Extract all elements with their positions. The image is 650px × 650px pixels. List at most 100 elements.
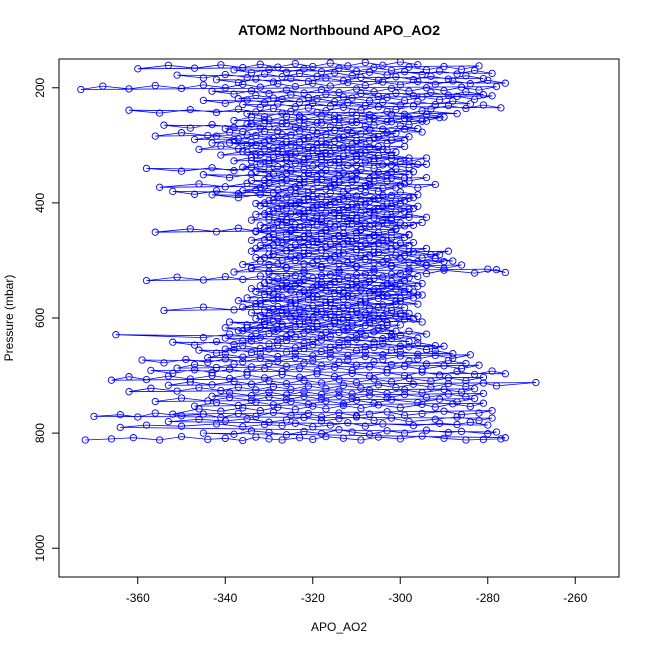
data-point bbox=[274, 100, 282, 108]
data-point bbox=[182, 355, 190, 364]
data-point bbox=[492, 266, 501, 274]
data-point bbox=[444, 428, 453, 437]
data-point bbox=[160, 121, 168, 129]
data-point bbox=[252, 253, 260, 262]
data-point bbox=[365, 316, 374, 324]
data-point bbox=[243, 131, 251, 139]
data-point bbox=[291, 354, 299, 362]
data-point bbox=[405, 327, 413, 335]
data-point bbox=[484, 421, 492, 429]
data-point bbox=[173, 364, 181, 372]
data-point bbox=[208, 381, 216, 389]
data-point bbox=[313, 322, 321, 331]
data-point bbox=[326, 256, 334, 264]
data-point bbox=[304, 93, 313, 102]
data-point bbox=[282, 391, 291, 399]
data-point bbox=[304, 104, 313, 112]
data-point bbox=[265, 196, 273, 205]
data-point bbox=[252, 412, 260, 421]
data-point bbox=[374, 92, 383, 101]
data-point bbox=[282, 279, 291, 287]
data-point bbox=[282, 193, 291, 201]
data-point bbox=[396, 404, 404, 412]
data-point bbox=[239, 341, 247, 350]
data-point bbox=[374, 222, 383, 230]
data-point bbox=[370, 158, 378, 166]
data-point bbox=[422, 213, 431, 221]
data-point bbox=[365, 430, 374, 438]
data-point bbox=[164, 61, 173, 69]
data-point bbox=[475, 361, 483, 369]
data-point bbox=[405, 231, 413, 239]
data-point bbox=[278, 309, 286, 317]
data-point bbox=[221, 183, 229, 191]
data-point bbox=[256, 160, 264, 168]
data-point bbox=[221, 350, 229, 358]
data-point bbox=[405, 120, 413, 129]
data-point bbox=[479, 91, 488, 99]
data-point bbox=[300, 413, 308, 422]
data-point bbox=[282, 204, 291, 212]
data-point bbox=[396, 435, 404, 443]
data-point bbox=[418, 389, 426, 397]
data-point bbox=[112, 331, 120, 339]
data-point bbox=[440, 434, 448, 442]
data-point bbox=[317, 308, 326, 316]
data-point bbox=[414, 257, 422, 266]
data-point bbox=[256, 190, 264, 198]
data-point bbox=[418, 107, 426, 115]
data-point bbox=[291, 190, 299, 198]
data-point bbox=[234, 145, 243, 153]
data-point bbox=[414, 97, 422, 106]
data-point bbox=[300, 311, 308, 319]
data-point bbox=[392, 208, 400, 216]
data-point bbox=[361, 149, 369, 157]
data-point bbox=[348, 319, 356, 327]
data-point bbox=[313, 108, 321, 117]
data-point bbox=[225, 393, 234, 402]
data-point bbox=[278, 320, 286, 328]
data-point bbox=[300, 122, 308, 130]
data-point bbox=[405, 265, 413, 273]
data-point bbox=[339, 77, 348, 85]
data-point bbox=[269, 170, 278, 178]
data-point bbox=[470, 385, 479, 393]
data-point bbox=[317, 417, 326, 425]
data-point bbox=[475, 409, 483, 417]
data-point bbox=[230, 135, 238, 144]
data-point bbox=[256, 407, 264, 415]
data-point bbox=[252, 433, 260, 441]
data-point bbox=[295, 98, 304, 106]
data-point bbox=[199, 96, 208, 105]
data-point bbox=[304, 143, 313, 152]
data-point bbox=[335, 358, 343, 366]
data-point bbox=[221, 434, 229, 442]
data-point bbox=[287, 411, 295, 419]
data-point bbox=[309, 423, 317, 431]
data-point bbox=[239, 353, 247, 361]
data-point bbox=[344, 126, 352, 134]
data-point bbox=[335, 275, 343, 283]
data-point bbox=[230, 123, 238, 132]
data-point bbox=[287, 150, 295, 158]
data-point bbox=[274, 63, 282, 71]
data-point bbox=[326, 353, 334, 361]
data-point bbox=[282, 379, 291, 388]
data-point bbox=[348, 200, 356, 209]
data-point bbox=[260, 320, 269, 328]
data-point bbox=[164, 381, 173, 389]
data-point bbox=[348, 118, 356, 126]
data-point bbox=[256, 297, 264, 305]
data-point bbox=[313, 201, 321, 209]
data-point bbox=[260, 364, 269, 373]
data-point bbox=[208, 139, 216, 147]
data-point bbox=[365, 391, 374, 399]
data-point bbox=[252, 167, 260, 175]
data-point bbox=[243, 110, 251, 118]
data-point bbox=[274, 186, 282, 194]
data-point bbox=[239, 100, 247, 109]
data-point bbox=[309, 237, 317, 246]
data-point bbox=[361, 422, 369, 430]
data-point bbox=[195, 145, 203, 154]
data-point bbox=[278, 293, 286, 301]
